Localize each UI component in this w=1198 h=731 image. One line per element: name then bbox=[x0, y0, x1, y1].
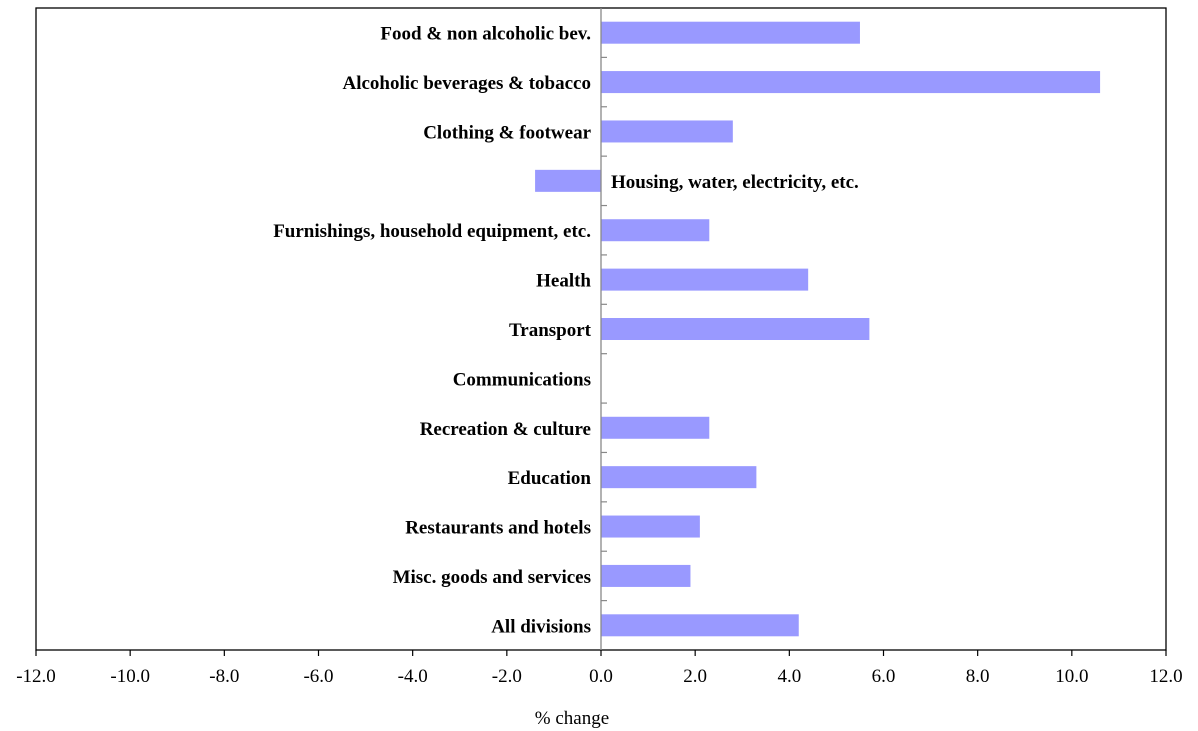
x-tick-label: -12.0 bbox=[16, 666, 56, 687]
category-label: Recreation & culture bbox=[420, 419, 591, 440]
axis-layer bbox=[35, 8, 1167, 656]
bar bbox=[601, 466, 757, 489]
bar bbox=[601, 268, 809, 291]
bar bbox=[601, 71, 1101, 94]
x-tick-label: 8.0 bbox=[966, 666, 990, 687]
category-label: Food & non alcoholic bev. bbox=[380, 24, 591, 45]
category-label: Clothing & footwear bbox=[423, 122, 591, 143]
bar bbox=[601, 21, 860, 44]
x-tick-label: 10.0 bbox=[1055, 666, 1088, 687]
x-tick-label: -2.0 bbox=[492, 666, 522, 687]
category-label: Alcoholic beverages & tobacco bbox=[342, 73, 591, 94]
bar bbox=[601, 219, 710, 242]
x-tick-label: -6.0 bbox=[303, 666, 333, 687]
bar bbox=[601, 318, 870, 340]
bars-layer bbox=[535, 21, 1101, 637]
category-label: Transport bbox=[509, 320, 592, 341]
x-tick-label: 0.0 bbox=[589, 666, 613, 687]
x-tick-label: -4.0 bbox=[398, 666, 428, 687]
category-label: Health bbox=[536, 271, 591, 292]
category-label: All divisions bbox=[491, 616, 591, 637]
x-tick-label: 12.0 bbox=[1149, 666, 1182, 687]
category-label: Restaurants and hotels bbox=[405, 518, 591, 539]
x-tick-label: 4.0 bbox=[777, 666, 801, 687]
x-tick-label: -10.0 bbox=[110, 666, 150, 687]
tick-labels-layer: -12.0 -10.0 -8.0 -6.0 -4.0 -2.0 0.0 2.0 4.0 6.0 8.… bbox=[16, 666, 1182, 687]
category-labels-layer: Food & non alcoholic bev. Alcoholic bever… bbox=[273, 24, 859, 638]
category-label: Misc. goods and services bbox=[393, 567, 591, 588]
x-tick-label: -8.0 bbox=[209, 666, 239, 687]
bar bbox=[601, 564, 691, 587]
x-axis-title: % change bbox=[535, 708, 609, 729]
category-label: Furnishings, household equipment, etc. bbox=[273, 221, 591, 242]
bar bbox=[535, 169, 601, 192]
x-tick-label: 6.0 bbox=[872, 666, 896, 687]
category-label: Education bbox=[508, 468, 592, 489]
category-label: Communications bbox=[453, 369, 591, 390]
bar bbox=[601, 416, 710, 439]
bar bbox=[601, 120, 733, 143]
bar bbox=[601, 515, 700, 538]
x-tick-label: 2.0 bbox=[683, 666, 707, 687]
bar bbox=[601, 614, 799, 637]
category-label: Housing, water, electricity, etc. bbox=[611, 172, 859, 193]
